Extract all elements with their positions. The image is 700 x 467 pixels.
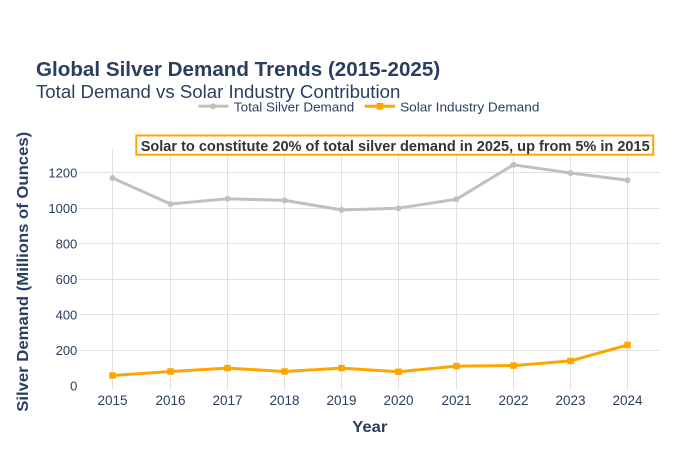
svg-text:2020: 2020 [383, 393, 413, 408]
svg-text:2021: 2021 [441, 393, 471, 408]
svg-text:2019: 2019 [326, 393, 356, 408]
svg-text:0: 0 [70, 379, 77, 394]
svg-text:Global Silver Demand Trends (2: Global Silver Demand Trends (2015-2025) [36, 59, 440, 81]
svg-text:200: 200 [56, 343, 78, 358]
svg-text:Total Demand vs Solar Industry: Total Demand vs Solar Industry Contribut… [36, 82, 400, 102]
svg-text:Total Silver Demand: Total Silver Demand [234, 100, 354, 115]
svg-text:1200: 1200 [48, 165, 77, 180]
svg-text:2015: 2015 [97, 393, 127, 408]
svg-text:Silver Demand (Millions of Oun: Silver Demand (Millions of Ounces) [15, 132, 32, 412]
svg-text:1000: 1000 [48, 201, 77, 216]
svg-text:Solar Industry Demand: Solar Industry Demand [400, 100, 539, 115]
svg-text:600: 600 [56, 272, 78, 287]
svg-text:2016: 2016 [155, 393, 185, 408]
svg-text:2017: 2017 [212, 393, 242, 408]
svg-text:Solar to constitute 20% of tot: Solar to constitute 20% of total silver … [141, 138, 650, 155]
svg-text:400: 400 [56, 308, 78, 323]
svg-text:Year: Year [352, 419, 387, 436]
svg-text:2024: 2024 [612, 393, 643, 408]
svg-text:2018: 2018 [269, 393, 299, 408]
svg-text:2022: 2022 [498, 393, 528, 408]
svg-text:2023: 2023 [555, 393, 585, 408]
svg-text:800: 800 [56, 236, 78, 251]
